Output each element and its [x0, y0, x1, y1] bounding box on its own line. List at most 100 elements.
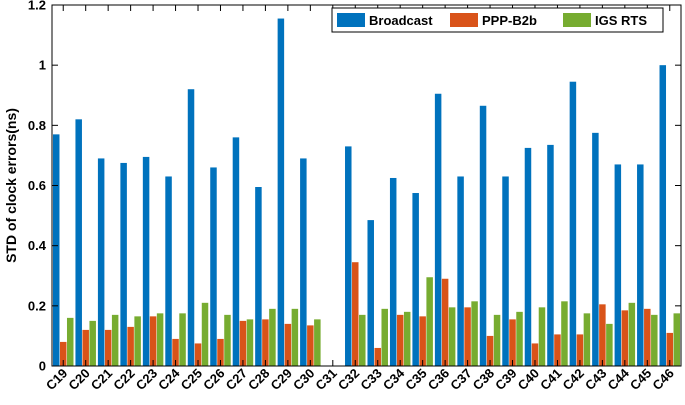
- bar-broadcast-c20: [75, 119, 82, 366]
- bar-ppp-b2b-c30: [307, 325, 314, 366]
- x-tick-label: C38: [470, 366, 497, 393]
- bar-igs-rts-c43: [606, 323, 613, 366]
- bar-igs-rts-c39: [516, 311, 523, 366]
- bar-ppp-b2b-c36: [441, 278, 449, 366]
- bar-ppp-b2b-c20: [82, 329, 89, 366]
- y-tick-label: 0.8: [28, 118, 46, 133]
- bar-broadcast-c33: [367, 220, 374, 366]
- bar-broadcast-c39: [502, 176, 509, 366]
- bar-ppp-b2b-c23: [149, 316, 157, 366]
- bar-broadcast-c37: [457, 176, 464, 366]
- bar-broadcast-c27: [232, 137, 240, 366]
- bar-igs-rts-c42: [583, 313, 591, 366]
- bar-ppp-b2b-c27: [239, 320, 247, 367]
- x-tick-label: C39: [492, 366, 519, 393]
- x-tick-label: C41: [537, 366, 564, 393]
- legend: Broadcast PPP-B2b IGS RTS: [331, 7, 664, 33]
- x-tick-label: C46: [649, 366, 676, 393]
- bar-broadcast-c35: [412, 193, 419, 366]
- x-tick-label: C33: [357, 366, 384, 393]
- bar-broadcast-c45: [637, 164, 644, 366]
- legend-label: PPP-B2b: [482, 13, 537, 28]
- bar-igs-rts-c24: [179, 313, 186, 366]
- bar-broadcast-c40: [524, 147, 532, 366]
- y-tick-label: 0: [39, 359, 46, 374]
- x-tick-label: C22: [110, 366, 137, 393]
- bar-ppp-b2b-c39: [509, 319, 516, 366]
- bar-broadcast-c38: [479, 105, 487, 366]
- bar-broadcast-c26: [210, 167, 217, 366]
- bar-igs-rts-c37: [471, 301, 478, 366]
- bar-ppp-b2b-c41: [554, 334, 561, 366]
- legend-label: IGS RTS: [595, 13, 647, 28]
- bar-broadcast-c34: [389, 177, 397, 366]
- bar-broadcast-c29: [277, 18, 285, 366]
- bar-broadcast-c43: [592, 132, 599, 366]
- y-tick-label: 0.2: [28, 298, 46, 313]
- legend-label: Broadcast: [369, 13, 433, 28]
- x-tick-label: C26: [200, 366, 227, 393]
- bar-igs-rts-c45: [651, 314, 658, 366]
- bar-broadcast-c28: [255, 187, 262, 366]
- bar-broadcast-c44: [614, 164, 622, 366]
- y-tick-label: 1: [39, 58, 46, 73]
- bar-igs-rts-c44: [628, 302, 636, 366]
- bar-igs-rts-c33: [381, 308, 388, 366]
- x-tick-label: C43: [582, 366, 609, 393]
- bar-igs-rts-c23: [156, 313, 164, 366]
- x-tick-label: C25: [178, 366, 205, 393]
- x-tick-label: C29: [268, 366, 295, 393]
- x-tick-label: C23: [133, 366, 160, 393]
- bar-igs-rts-c46: [673, 313, 681, 366]
- bar-ppp-b2b-c46: [666, 332, 674, 366]
- bar-igs-rts-c21: [111, 314, 119, 366]
- legend-swatch: [337, 13, 365, 27]
- bar-ppp-b2b-c19: [59, 341, 67, 366]
- bar-igs-rts-c30: [314, 319, 321, 366]
- bar-ppp-b2b-c33: [374, 347, 381, 366]
- bar-igs-rts-c22: [134, 316, 141, 366]
- bar-ppp-b2b-c42: [576, 334, 584, 366]
- bar-ppp-b2b-c29: [284, 323, 292, 366]
- y-tick-label: 0.6: [28, 178, 46, 193]
- bar-ppp-b2b-c35: [419, 316, 426, 366]
- bar-ppp-b2b-c26: [217, 338, 224, 366]
- bars-layer: [52, 18, 681, 367]
- bar-igs-rts-c41: [561, 301, 568, 366]
- bar-igs-rts-c19: [66, 317, 74, 366]
- bar-igs-rts-c38: [493, 314, 501, 366]
- x-tick-label: C42: [560, 366, 587, 393]
- x-tick-label: C44: [604, 365, 632, 393]
- x-tick-label: C40: [515, 366, 542, 393]
- x-tick-label: C36: [425, 366, 452, 393]
- bar-igs-rts-c28: [269, 308, 276, 366]
- bar-ppp-b2b-c28: [262, 319, 269, 366]
- bar-broadcast-c32: [345, 146, 352, 366]
- bar-igs-rts-c20: [89, 320, 96, 367]
- x-tick-label: C30: [290, 366, 317, 393]
- bar-igs-rts-c34: [403, 311, 411, 366]
- bar-igs-rts-c25: [201, 302, 209, 366]
- y-axis-title: STD of clock errors(ns): [3, 108, 19, 263]
- y-tick-label: 0.4: [28, 238, 47, 253]
- x-tick-label: C27: [223, 366, 250, 393]
- bar-igs-rts-c29: [291, 308, 299, 366]
- y-axis: 0 0.2 0.4 0.6 0.8 1 1.2: [28, 0, 681, 374]
- bar-ppp-b2b-c44: [621, 310, 629, 366]
- y-tick-label: 1.2: [28, 0, 46, 13]
- x-tick-label: C20: [65, 366, 92, 393]
- bar-ppp-b2b-c21: [104, 329, 112, 366]
- legend-box: [331, 7, 664, 33]
- bar-ppp-b2b-c43: [599, 304, 606, 366]
- bar-ppp-b2b-c40: [531, 343, 539, 366]
- x-tick-label: C45: [627, 366, 654, 393]
- bar-broadcast-c19: [52, 134, 60, 366]
- bar-broadcast-c24: [165, 176, 172, 366]
- bar-ppp-b2b-c38: [486, 335, 494, 366]
- legend-swatch: [563, 13, 591, 27]
- bar-broadcast-c36: [434, 93, 442, 366]
- bar-broadcast-c41: [547, 144, 554, 366]
- bar-igs-rts-c27: [246, 319, 254, 366]
- x-tick-label: C37: [447, 366, 474, 393]
